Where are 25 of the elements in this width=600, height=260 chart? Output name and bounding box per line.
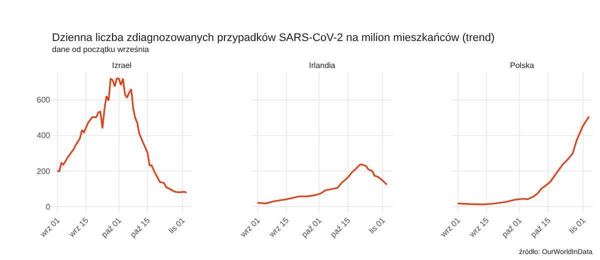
y-tick-label: 0 (46, 202, 51, 212)
y-tick-label: 200 (36, 166, 51, 176)
text: Dzienna liczba zdiagnozowanych przypadków SARS-CoV-2 na milion mieszkańców (trend) (52, 32, 495, 44)
chart-title: Polska (510, 61, 535, 70)
x-tick-label: wrz 01 (438, 215, 462, 240)
chart-title: Izrael (112, 61, 132, 70)
y-tick-label: 400 (36, 131, 51, 140)
chart-title: Irlandia (309, 61, 336, 70)
text: dane od początku września (52, 45, 150, 54)
x-tick-label: wrz 15 (66, 215, 91, 240)
x-tick-label: wrz 01 (238, 215, 262, 240)
x-tick-label: paź 15 (528, 215, 553, 240)
line-series (56, 78, 188, 194)
x-tick-label: lis 01 (167, 215, 188, 236)
x-tick-label: lis 01 (568, 215, 588, 236)
x-tick-label: paź 15 (128, 215, 152, 240)
x-tick-label: wrz 15 (467, 215, 492, 240)
x-tick-label: paź 15 (328, 215, 352, 240)
x-tick-label: paź 01 (500, 215, 524, 240)
x-tick-label: lis 01 (367, 215, 388, 236)
x-tick-label: wrz 01 (38, 215, 62, 240)
y-tick-label: 600 (36, 96, 51, 105)
x-tick-label: paź 01 (100, 215, 124, 240)
x-tick-label: paź 01 (300, 215, 324, 240)
x-tick-label: wrz 15 (266, 215, 291, 240)
